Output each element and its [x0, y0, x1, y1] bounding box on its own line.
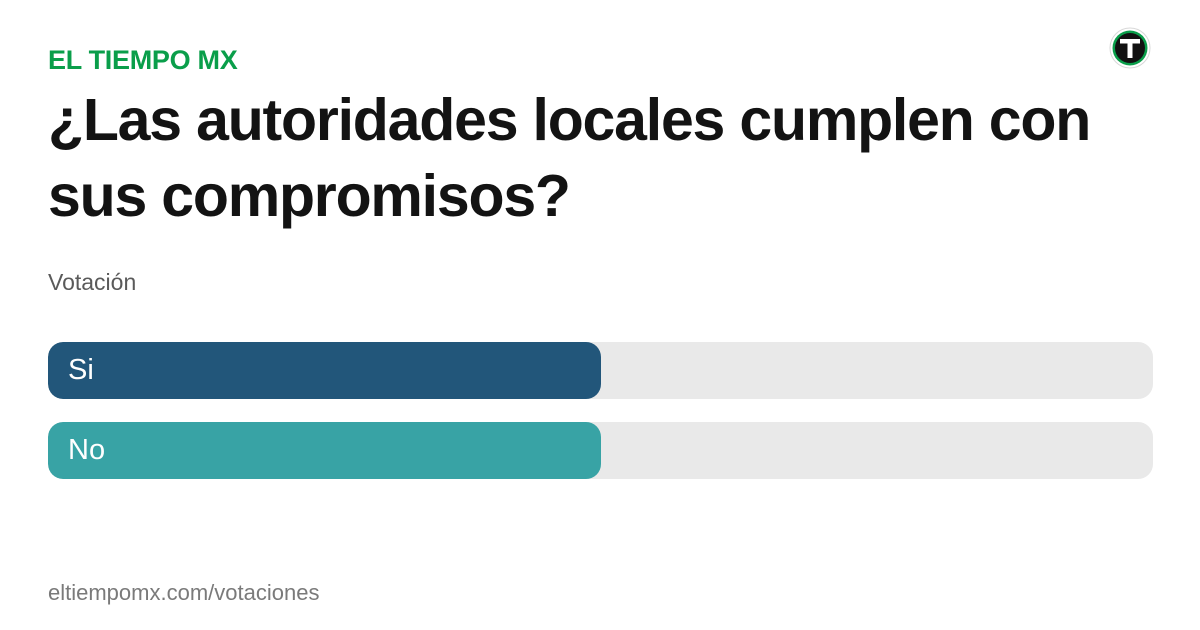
poll-options: Si No [48, 342, 1153, 502]
poll-option-no-label: No [68, 434, 106, 466]
brand-name: EL TIEMPO MX [48, 45, 238, 75]
poll-option-no[interactable]: No [48, 422, 1153, 479]
poll-subtitle: Votación [48, 269, 137, 295]
footer-url[interactable]: eltiempomx.com/votaciones [48, 580, 320, 605]
poll-option-si-bar [48, 342, 601, 399]
poll-option-si[interactable]: Si [48, 342, 1153, 399]
poll-question: ¿Las autoridades locales cumplen con sus… [48, 87, 1091, 229]
poll-option-si-label: Si [68, 354, 94, 386]
poll-option-no-bar [48, 422, 601, 479]
el-tiempo-logo-icon [1109, 27, 1151, 69]
